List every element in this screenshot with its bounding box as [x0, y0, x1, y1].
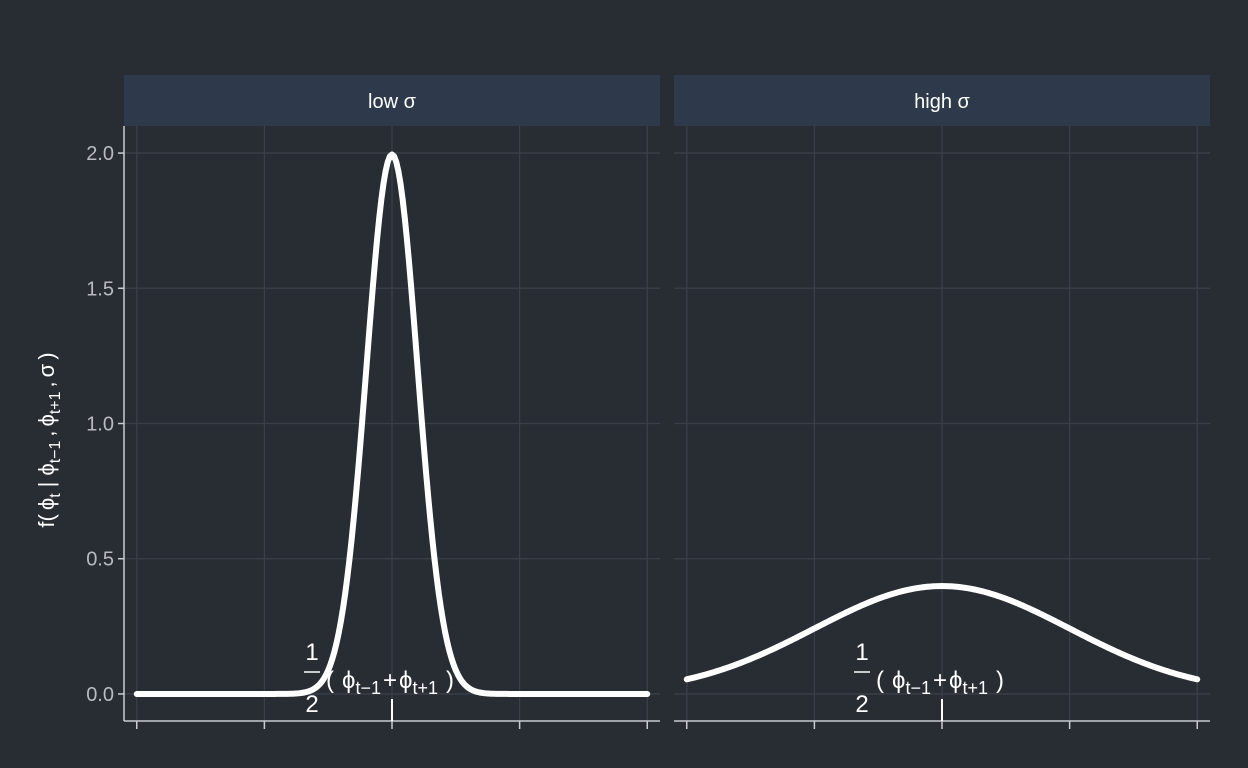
- facet-strip-label: low σ: [368, 91, 417, 113]
- y-tick-label: 2.0: [86, 143, 114, 165]
- panel-high-sigma: high σ 1 2 (ϕt−1+ϕt+1): [674, 75, 1210, 729]
- facet-strip-label: high σ: [914, 91, 970, 113]
- fraction-numerator: 1: [305, 639, 318, 666]
- fraction-denominator: 2: [305, 691, 318, 718]
- facet-strip: [124, 75, 660, 126]
- mean-annotation: 1 2 (ϕt−1+ϕt+1): [304, 639, 454, 718]
- density-curve: [683, 583, 1201, 683]
- y-tick-label: 1.5: [86, 278, 114, 300]
- fraction-numerator: 1: [855, 639, 868, 666]
- facet-strip: [674, 75, 1210, 126]
- mean-expression: (ϕt−1+ϕt+1): [326, 667, 454, 698]
- y-tick-label: 0.5: [86, 549, 114, 571]
- mean-expression: (ϕt−1+ϕt+1): [876, 667, 1004, 698]
- panel-low-sigma: low σ 0.0 0.5 1.0 1.5 2.0 1 2 (ϕt−1+ϕt+1): [86, 75, 660, 729]
- y-axis-title: f(ϕt|ϕt−1,ϕt+1,σ): [34, 352, 64, 527]
- density-curve: [133, 151, 651, 697]
- y-tick-label: 1.0: [86, 414, 114, 436]
- fraction-denominator: 2: [855, 691, 868, 718]
- y-tick-label: 0.0: [86, 684, 114, 706]
- mean-annotation: 1 2 (ϕt−1+ϕt+1): [854, 639, 1004, 718]
